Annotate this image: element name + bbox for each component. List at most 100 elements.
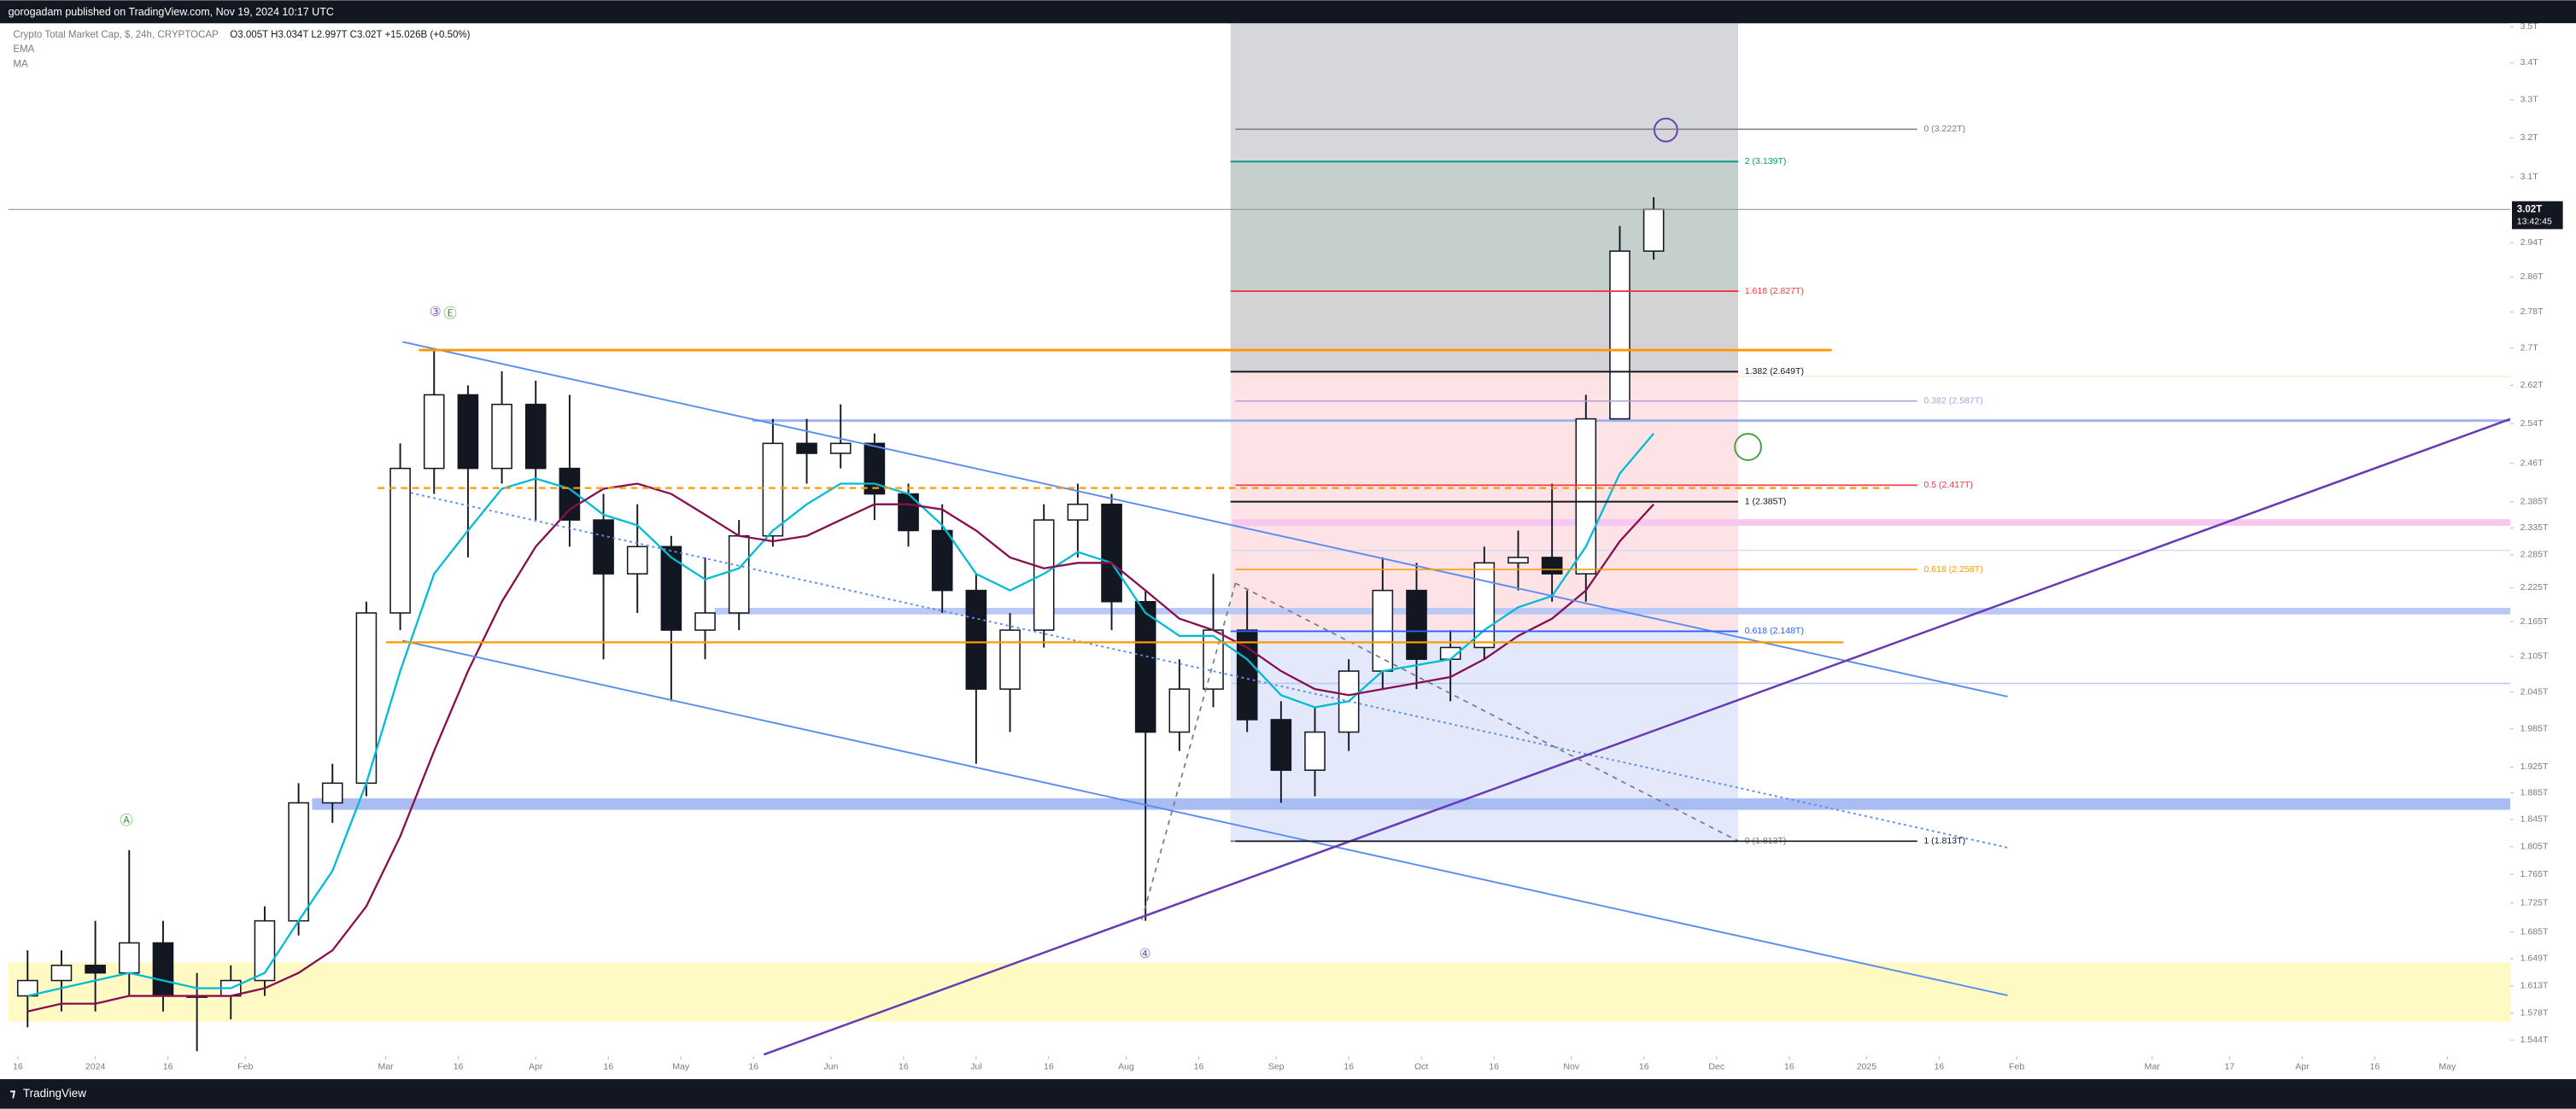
projection-zone [1230, 23, 1739, 161]
y-tick-label: 2.285T [2520, 550, 2549, 560]
header-bar [0, 0, 2576, 24]
candle-body [1101, 503, 1122, 603]
candle-body [524, 403, 547, 470]
x-tick-label: 2025 [1857, 1061, 1877, 1071]
publisher: gorogadam published on TradingView.com, … [9, 6, 334, 18]
wave-label: Ⓔ [443, 306, 456, 321]
x-tick-label: 16 [1044, 1061, 1054, 1071]
x-tick-label: 16 [454, 1061, 464, 1071]
x-tick-label: Jun [823, 1061, 838, 1071]
y-tick-label: 3.5T [2520, 21, 2539, 32]
x-tick-label: May [2438, 1061, 2456, 1071]
x-tick-label: Aug [1118, 1061, 1134, 1071]
ohlc: O3.005T H3.034T L2.997T C3.02T +15.026B … [230, 30, 470, 40]
y-tick-label: 3.3T [2520, 95, 2539, 105]
x-tick-label: Nov [1563, 1061, 1580, 1071]
fib-label: 1.618 (2.827T) [1745, 286, 1804, 296]
candle-body [999, 629, 1021, 690]
y-tick-label: 2.225T [2520, 582, 2549, 592]
fib-label: 0.5 (2.417T) [1923, 480, 1973, 490]
x-tick-label: 16 [1639, 1061, 1649, 1071]
brand: TradingView [23, 1087, 86, 1100]
drawings-front: 2 (3.139T) 1.618 (2.827T) 1.382 (2.649T) 1 … [8, 117, 2511, 1056]
candle-body [593, 519, 614, 575]
candle-body [829, 442, 852, 454]
legend-entry: EMA [13, 44, 34, 55]
candle-body [965, 589, 987, 690]
y-tick-label: 3.2T [2520, 132, 2539, 143]
x-tick-label: Oct [1414, 1061, 1428, 1071]
indicator-line [27, 433, 1655, 997]
x-tick-label: Mar [378, 1061, 394, 1071]
y-tick-label: 2.385T [2520, 496, 2549, 506]
target-circle [1653, 117, 1678, 143]
candle-body [389, 467, 411, 614]
x-tick-label: Apr [529, 1061, 543, 1071]
y-tick-label: 2.045T [2520, 686, 2549, 697]
wave-label: ③ [430, 305, 442, 319]
y-tick-label: 2.86T [2520, 271, 2544, 282]
x-tick-label: Feb [237, 1061, 253, 1071]
x-tick-label: 16 [603, 1061, 613, 1071]
x-tick-label: 16 [2370, 1061, 2380, 1071]
y-tick-label: 2.78T [2520, 306, 2544, 317]
candle-body [321, 782, 343, 804]
fib-label: 1 (2.385T) [1745, 496, 1787, 506]
candle-body [796, 442, 817, 454]
candle-body [423, 394, 445, 470]
candle-body [1168, 688, 1191, 733]
candle-body [491, 403, 512, 470]
target-circle [1734, 433, 1762, 461]
y-tick-label: 1.765T [2520, 869, 2549, 879]
y-tick-label: 3.1T [2520, 172, 2539, 182]
support-band [312, 798, 2511, 810]
channel-line [402, 639, 2008, 996]
y-tick-label: 2.7T [2520, 343, 2539, 353]
trend-line [763, 417, 2511, 1056]
fib-label: 0 (3.222T) [1923, 124, 1965, 134]
fib-label: 2 (3.139T) [1745, 156, 1787, 166]
fib-label: 0.618 (2.258T) [1923, 564, 1982, 575]
x-tick-label: 16 [1194, 1061, 1204, 1071]
candle-body [694, 612, 716, 631]
fib-label: 1 (1.813T) [1923, 836, 1965, 846]
x-tick-label: 16 [899, 1061, 909, 1071]
candle-body [864, 442, 886, 495]
x-tick-label: 16 [163, 1061, 173, 1071]
x-tick-label: Apr [2295, 1061, 2310, 1071]
y-tick-label: 2.165T [2520, 616, 2549, 627]
x-tick-label: 16 [1489, 1061, 1499, 1071]
projection-zone [1230, 290, 1739, 372]
x-tick-label: May [672, 1061, 690, 1071]
candle-body [85, 964, 106, 974]
y-tick-label: 2.62T [2520, 380, 2544, 390]
candle-body [118, 942, 140, 974]
candle-body [152, 942, 174, 997]
y-tick-label: 2.335T [2520, 522, 2549, 533]
y-tick-label: 1.649T [2520, 954, 2549, 964]
y-tick-label: 1.544T [2520, 1035, 2549, 1045]
candle-body [931, 529, 953, 592]
support-zone [8, 962, 2511, 1022]
candle-body [1270, 719, 1292, 771]
fib-label: 0.618 (2.148T) [1745, 626, 1804, 636]
y-tick-label: 1.685T [2520, 926, 2549, 937]
candle-body [1067, 503, 1089, 521]
candle-body [1609, 250, 1630, 420]
y-tick-label: 1.985T [2520, 724, 2549, 734]
brand-logo: ⁊ [10, 1087, 16, 1100]
y-tick-label: 3.4T [2520, 57, 2539, 67]
fib-label: 0.382 (2.587T) [1923, 396, 1982, 406]
wave-label: ④ [1139, 947, 1151, 961]
candle-body [1033, 519, 1055, 631]
plot [16, 196, 1665, 1052]
x-tick-label: Feb [2009, 1061, 2024, 1071]
candle-body [1575, 417, 1597, 575]
symbol-title: Crypto Total Market Cap, $, 24h, CRYPTOC… [13, 30, 219, 40]
x-tick-label: 16 [13, 1061, 23, 1071]
candle-body [1134, 600, 1156, 733]
candle-body [50, 964, 73, 982]
